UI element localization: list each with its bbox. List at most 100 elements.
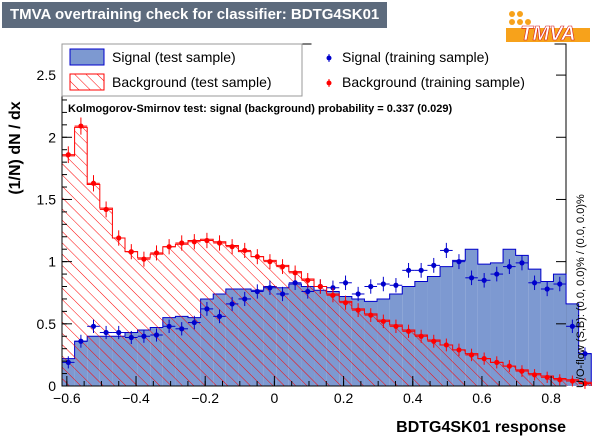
signal-test-bar [515,255,529,386]
signal-training-point [204,306,210,312]
signal-training-point [582,351,588,357]
tmva-logo: TMVA [506,11,590,44]
signal-training-point [443,247,449,254]
signal-training-point [519,260,525,266]
background-test-bar [87,184,100,386]
signal-training-point [506,264,512,270]
background-training-point [65,152,71,158]
signal-training-point [569,323,575,329]
signal-training-point [166,323,172,329]
signal-training-point [405,267,412,273]
background-training-point [103,206,109,213]
background-test-bar [225,245,239,386]
legend-label-background-train: Background (training sample) [342,74,525,90]
legend-label-background-test: Background (test sample) [112,74,272,90]
background-training-point [330,292,336,298]
signal-test-bar [477,264,491,386]
background-training-point [254,254,260,260]
signal-training-point [128,334,134,341]
background-training-point [431,338,437,344]
signal-test-bar [528,269,541,386]
signal-test-bar [553,274,567,386]
background-test-bar [364,313,378,386]
signal-training-point [456,259,462,265]
legend-label-signal-train: Signal (training sample) [342,49,489,65]
background-training-point [544,374,550,380]
signal-training-point [191,319,197,326]
background-test-bar [62,155,75,386]
signal-test-bar [503,249,516,386]
signal-training-point [103,329,109,336]
overflow-text: U/O-flow (S,B): (0.0, 0.0)% / (0.0, 0.0)… [575,194,587,388]
legend-swatch-signal-test [69,48,105,66]
background-test-bar [263,260,277,386]
background-test-outline [61,126,592,386]
x-axis-title: BDTG4SK01 response [396,419,566,436]
background-training-point [531,372,538,378]
background-training-point [393,323,399,329]
background-test-bar [465,353,478,386]
signal-training-point [305,288,311,295]
background-test-bar [276,265,289,386]
logo-dots-icon [506,11,590,42]
background-test-bar [125,251,138,386]
signal-training-point [355,291,361,297]
background-test-bar [112,238,126,386]
signal-training-points [62,242,592,369]
background-training-point [317,283,323,290]
background-training-point [519,368,525,374]
signal-training-point [494,271,500,277]
x-tick-label: 0.6 [472,390,492,406]
background-training-point [78,123,84,129]
signal-training-point [90,323,97,329]
background-test-bar [301,279,315,386]
background-training-point [153,250,160,256]
x-tick-label: −0.4 [122,390,150,406]
x-tick-label: −0.2 [191,390,219,406]
background-training-point [229,244,235,250]
signal-training-point [267,285,273,291]
background-training-point [128,249,134,255]
x-tick-label: −0.6 [53,390,81,406]
background-test-bar [175,244,189,386]
background-training-point [116,235,122,241]
background-training-point [179,240,185,246]
x-tick-label: 0.2 [334,390,354,406]
signal-test-bar [465,249,478,386]
signal-training-point [342,280,349,286]
background-test-bar [150,254,163,386]
y-tick-label: 0 [48,378,56,394]
background-test-bar [402,330,415,386]
background-training-point [166,244,172,250]
y-tick-label: 1.5 [37,191,57,207]
plot-title: TMVA overtraining check for classifier: … [2,2,388,28]
signal-training-point [65,359,71,365]
y-tick-label: 0.5 [37,316,57,332]
x-tick-label: 0 [270,390,278,406]
signal-training-point [292,280,298,286]
legend-swatch-background-test [69,73,105,91]
background-training-point [582,380,588,387]
background-test-bar [99,208,113,386]
background-test-bar [251,256,264,386]
background-training-point [368,312,374,318]
background-test-bar [188,240,201,386]
background-test-bar [389,325,403,386]
signal-training-point [380,281,386,287]
signal-training-point [544,286,550,292]
background-test-bar [314,286,327,386]
signal-training-point [116,329,122,336]
background-training-point [141,256,147,262]
axes: −0.6 −0.4 −0.2 0 0.2 0.4 0.6 0.8 0 0.5 1 1.5 2 2.5 [37,44,566,406]
signal-training-point [254,288,260,295]
y-tick-label: 1 [48,254,56,270]
background-test-bar [452,349,466,386]
signal-training-point [368,283,374,290]
background-test-bar [339,301,352,386]
background-training-point [506,363,512,369]
background-test-bar [351,308,365,386]
background-training-point [456,347,462,353]
background-test-bar [326,293,340,386]
signal-test-bar [566,303,579,386]
